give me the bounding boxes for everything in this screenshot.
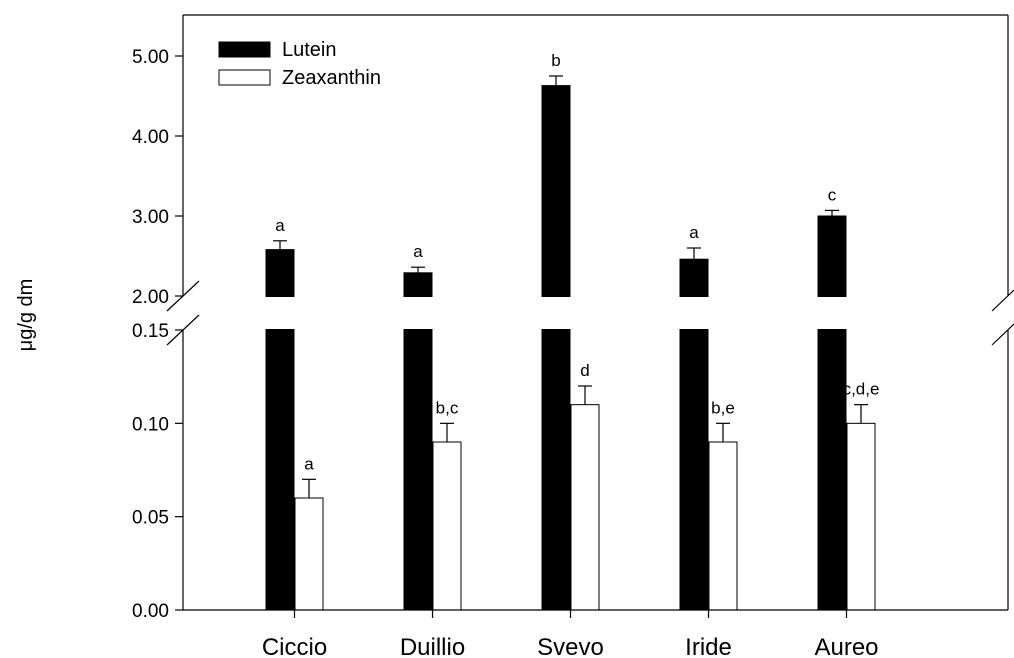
y-tick-label: 0.10	[132, 414, 169, 435]
y-tick-label: 0.15	[132, 321, 169, 342]
zeaxanthin-bar	[846, 422, 876, 611]
significance-letter: a	[304, 454, 314, 473]
axis-break-gap	[181, 297, 1014, 329]
y-tick-label: 5.00	[132, 47, 169, 68]
error-bars-layer	[273, 75, 868, 498]
axis-break-mark	[991, 289, 1014, 312]
zeaxanthin-bar	[432, 441, 462, 611]
significance-letter: c,d,e	[843, 380, 880, 399]
significance-letters-layer: a a b a c a b,c d b,e c,d,e	[275, 51, 879, 473]
lutein-bar	[817, 215, 847, 611]
legend-swatch	[218, 41, 271, 58]
zeaxanthin-bar	[570, 404, 600, 611]
axis-break-mark	[991, 323, 1014, 346]
bars-layer	[265, 85, 876, 611]
axes-layer: 0.00 0.05 0.10 0.15 2.00 3.00 4.00 5.00 Ciccio Du…	[132, 14, 1014, 658]
significance-letter: b,c	[436, 398, 459, 417]
zeaxanthin-bar	[294, 497, 324, 611]
x-tick-label: Duillio	[400, 634, 465, 658]
y-tick-label: 4.00	[132, 127, 169, 148]
significance-letter: a	[689, 223, 699, 242]
y-tick-label: 3.00	[132, 207, 169, 228]
legend-label: Zeaxanthin	[282, 67, 381, 89]
significance-letter: d	[580, 361, 589, 380]
lutein-bar	[541, 85, 571, 611]
legend: Lutein Zeaxanthin	[218, 39, 381, 89]
x-tick-label: Ciccio	[262, 634, 327, 658]
significance-letter: a	[275, 216, 285, 235]
y-tick-label: 0.05	[132, 508, 169, 529]
y-tick-label: 2.00	[132, 287, 169, 308]
x-tick-label: Aureo	[814, 634, 878, 658]
significance-letter: a	[413, 242, 423, 261]
significance-letter: b,e	[711, 398, 735, 417]
legend-label: Lutein	[282, 39, 337, 61]
x-tick-label: Iride	[685, 634, 732, 658]
legend-swatch	[218, 69, 271, 86]
zeaxanthin-bar	[708, 441, 738, 611]
x-tick-label: Svevo	[537, 634, 604, 658]
significance-letter: c	[828, 185, 837, 204]
y-axis-label: μg/g dm	[15, 279, 37, 352]
y-tick-label: 0.00	[132, 601, 169, 622]
significance-letter: b	[551, 51, 560, 70]
